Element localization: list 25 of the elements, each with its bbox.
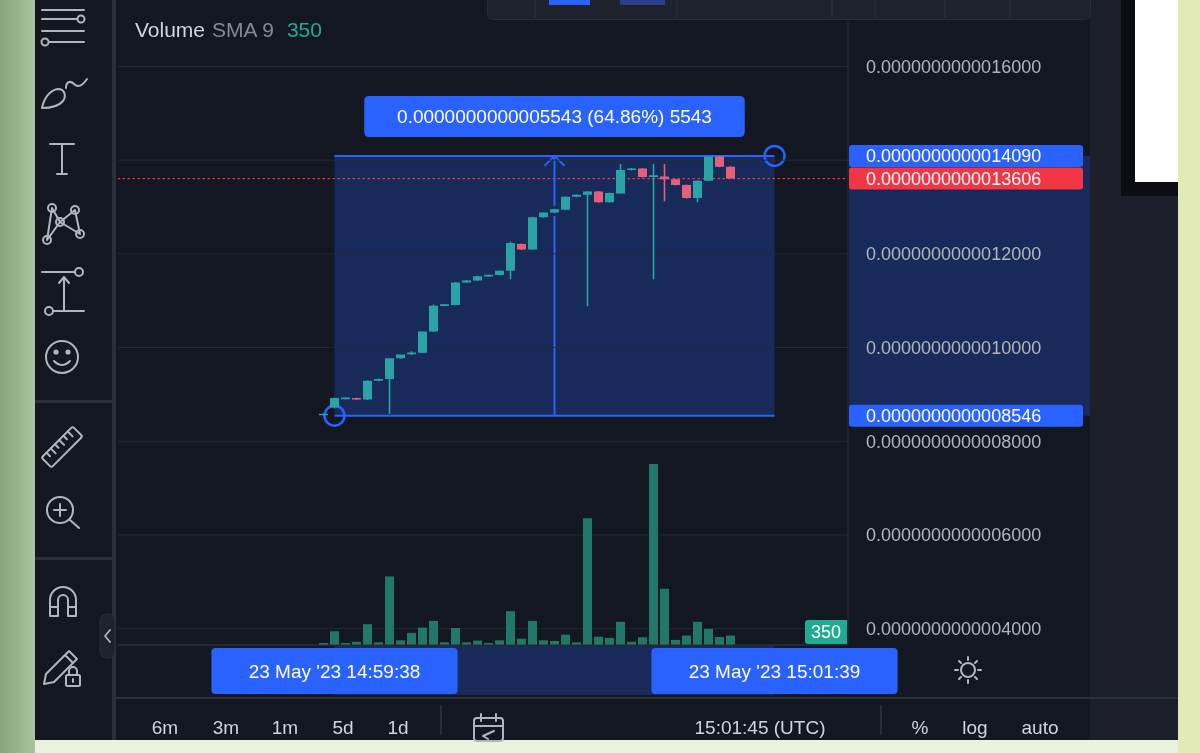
- text: 350: [286, 18, 322, 41]
- y-tick-label: 0.0000000000016000: [866, 56, 1042, 77]
- y-tick-label: 0.0000000000010000: [866, 337, 1042, 358]
- x-tick-label: 23 May '23 14:59:38: [248, 660, 421, 682]
- chart-title: Volume: [135, 18, 206, 41]
- ref-line-label: 0.0000000000013606: [866, 168, 1042, 189]
- y-tick-label: 0.0000000000014090: [866, 146, 1042, 167]
- y-tick-label: 0.0000000000008546: [866, 405, 1042, 426]
- text: 6m: [151, 717, 179, 738]
- text: 350: [810, 622, 841, 642]
- band-label: 0.0000000000005543 (64.86%) 5543: [397, 106, 712, 128]
- text: 5d: [332, 717, 354, 738]
- text: 15:01:45 (UTC): [694, 717, 826, 738]
- text: 1d: [387, 717, 409, 738]
- text: 1m: [271, 717, 299, 738]
- y-tick-label: 0.0000000000006000: [866, 525, 1042, 546]
- text: %: [911, 717, 929, 738]
- chart-subtitle: SMA 9: [212, 18, 274, 41]
- text: log: [962, 717, 988, 738]
- text: auto: [1021, 717, 1059, 738]
- y-tick-label: 0.0000000000008000: [866, 431, 1042, 452]
- text: 3m: [212, 717, 240, 738]
- y-tick-label: 0.0000000000004000: [866, 618, 1042, 639]
- x-tick-label: 23 May '23 15:01:39: [688, 660, 861, 682]
- y-tick-label: 0.0000000000012000: [866, 244, 1042, 265]
